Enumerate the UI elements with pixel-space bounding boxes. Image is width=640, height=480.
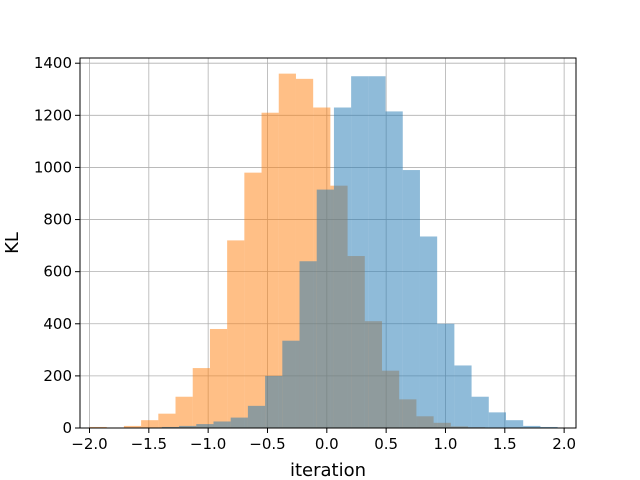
histogram-bar-series-2	[437, 323, 455, 428]
histogram-bar-series-2	[213, 421, 231, 428]
histogram-bar-series-2	[196, 424, 214, 428]
histogram-bar-series-2	[179, 425, 197, 428]
x-axis-label: iteration	[290, 460, 366, 480]
histogram-bar-series-2	[471, 396, 489, 428]
x-tick-label: −2.0	[71, 435, 107, 453]
histogram-bar-series-1	[123, 425, 142, 428]
y-tick-label: 400	[43, 315, 72, 333]
histogram-bar-series-2	[351, 76, 369, 428]
x-tick-label: 2.0	[552, 435, 576, 453]
y-tick-label: 600	[43, 263, 72, 281]
histogram-bar-series-2	[316, 189, 334, 428]
histogram-bar-series-1	[227, 240, 245, 428]
histogram-bar-series-2	[385, 111, 403, 428]
histogram-bar-series-2	[161, 426, 180, 428]
histogram-bar-series-1	[244, 172, 262, 428]
y-tick-label: 200	[43, 367, 72, 385]
histogram-bar-series-2	[282, 340, 300, 428]
histogram-bars	[89, 73, 558, 429]
histogram-bar-series-1	[141, 420, 159, 428]
x-tick-label: −1.0	[190, 435, 226, 453]
histogram-bar-series-1	[158, 413, 176, 428]
x-tick-label: 1.5	[493, 435, 517, 453]
histogram-bar-series-2	[368, 76, 386, 428]
histogram-bar-series-2	[402, 170, 420, 429]
x-tick-label: 0.5	[374, 435, 398, 453]
y-tick-label: 800	[43, 211, 72, 229]
histogram-bar-series-2	[230, 417, 248, 428]
y-tick-label: 0	[62, 419, 72, 437]
histogram-bar-series-2	[299, 261, 317, 428]
histogram-bar-series-1	[175, 396, 193, 428]
x-tick-label: −1.5	[131, 435, 167, 453]
x-tick-label: −0.5	[249, 435, 285, 453]
x-tick-label: 0.0	[315, 435, 339, 453]
histogram-bar-series-1	[192, 368, 210, 428]
histogram-bar-series-2	[419, 236, 438, 428]
histogram-bar-series-2	[540, 426, 558, 428]
histogram-bar-series-2	[523, 425, 541, 428]
y-tick-label: 1000	[34, 158, 72, 176]
axis-ticks: −2.0 −1.5 −1.0 −0.5 0.0 0.5 1.0 1.5 2.0 0 200 400 60…	[34, 54, 576, 453]
histogram-bar-series-2	[454, 365, 472, 428]
histogram-bar-series-2	[505, 420, 524, 428]
histogram-bar-series-2	[488, 412, 506, 428]
y-tick-label: 1400	[34, 54, 72, 72]
plot-frame	[79, 57, 577, 429]
y-axis-label: KL	[2, 232, 23, 254]
histogram-bar-series-1	[278, 73, 296, 429]
histogram-bar-series-2	[265, 375, 283, 428]
histogram-bar-series-2	[247, 405, 266, 428]
histogram-bar-series-2	[333, 107, 352, 428]
histogram-bar-series-1	[209, 328, 228, 428]
x-tick-label: 1.0	[434, 435, 458, 453]
histogram-bar-series-1	[89, 426, 107, 428]
histogram-bar-series-1	[261, 112, 279, 428]
y-tick-label: 1200	[34, 106, 72, 124]
